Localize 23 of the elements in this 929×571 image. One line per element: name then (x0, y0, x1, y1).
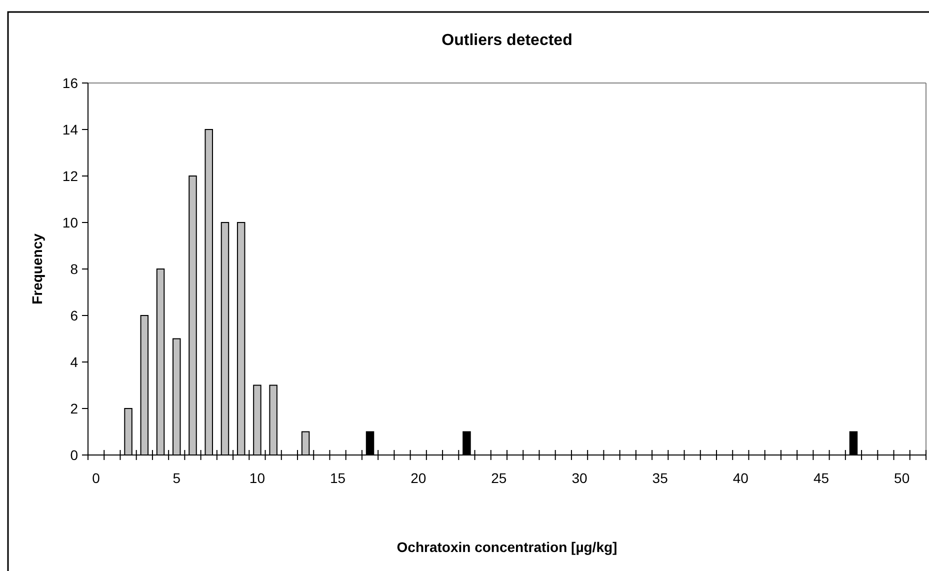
y-tick-label: 14 (62, 121, 78, 138)
x-tick-label: 0 (92, 470, 100, 486)
x-tick-label: 35 (652, 470, 668, 486)
y-tick-label: 8 (70, 260, 78, 277)
x-tick-label: 15 (330, 470, 346, 486)
x-tick-label: 45 (813, 470, 830, 486)
x-tick-label: 10 (249, 470, 266, 486)
y-tick-label: 10 (62, 214, 78, 230)
y-tick-label: 6 (70, 307, 78, 324)
x-axis-title: Ochratoxin concentration [µg/kg] (396, 539, 618, 555)
x-tick-label: 5 (172, 470, 181, 486)
x-tick-label: 40 (732, 470, 749, 486)
x-tick-label: 20 (410, 470, 426, 486)
y-tick-label: 2 (70, 400, 78, 416)
y-tick-label: 0 (70, 446, 78, 463)
x-tick-label: 30 (572, 470, 588, 486)
y-tick-label: 4 (70, 354, 78, 370)
x-tick-label: 25 (491, 470, 507, 486)
y-tick-label: 16 (62, 74, 78, 91)
y-tick-label: 12 (62, 168, 78, 184)
chart-title: Outliers detected (442, 32, 572, 49)
y-axis-title: Frequency (29, 233, 45, 304)
x-tick-label: 50 (894, 470, 910, 486)
